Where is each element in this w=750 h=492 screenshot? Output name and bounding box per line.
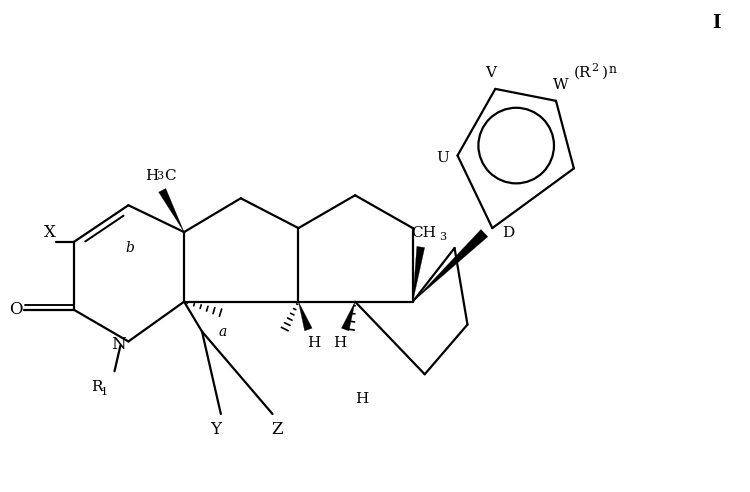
Text: C: C — [164, 169, 176, 184]
Polygon shape — [298, 302, 312, 331]
Text: 3: 3 — [439, 232, 446, 242]
Text: b: b — [125, 241, 134, 255]
Text: H: H — [356, 392, 369, 406]
Polygon shape — [413, 246, 424, 302]
Text: D: D — [502, 226, 515, 240]
Text: n: n — [609, 63, 616, 76]
Text: H: H — [334, 337, 346, 350]
Text: CH: CH — [411, 226, 436, 240]
Text: ): ) — [602, 66, 608, 80]
Polygon shape — [159, 188, 184, 232]
Polygon shape — [413, 229, 488, 302]
Text: 1: 1 — [101, 387, 108, 397]
Text: O: O — [9, 301, 22, 318]
Text: H: H — [307, 337, 320, 350]
Polygon shape — [341, 302, 355, 331]
Text: a: a — [219, 325, 227, 338]
Text: V: V — [484, 66, 496, 80]
Text: H: H — [146, 169, 159, 184]
Text: 3: 3 — [156, 171, 163, 182]
Text: (R: (R — [574, 66, 591, 80]
Text: R: R — [91, 380, 102, 394]
Text: U: U — [436, 151, 449, 164]
Text: X: X — [44, 223, 56, 241]
Text: N: N — [111, 336, 126, 353]
Text: Z: Z — [272, 422, 284, 438]
Text: Y: Y — [211, 422, 221, 438]
Text: W: W — [554, 78, 568, 92]
Text: I: I — [712, 14, 720, 32]
Text: 2: 2 — [591, 63, 598, 73]
